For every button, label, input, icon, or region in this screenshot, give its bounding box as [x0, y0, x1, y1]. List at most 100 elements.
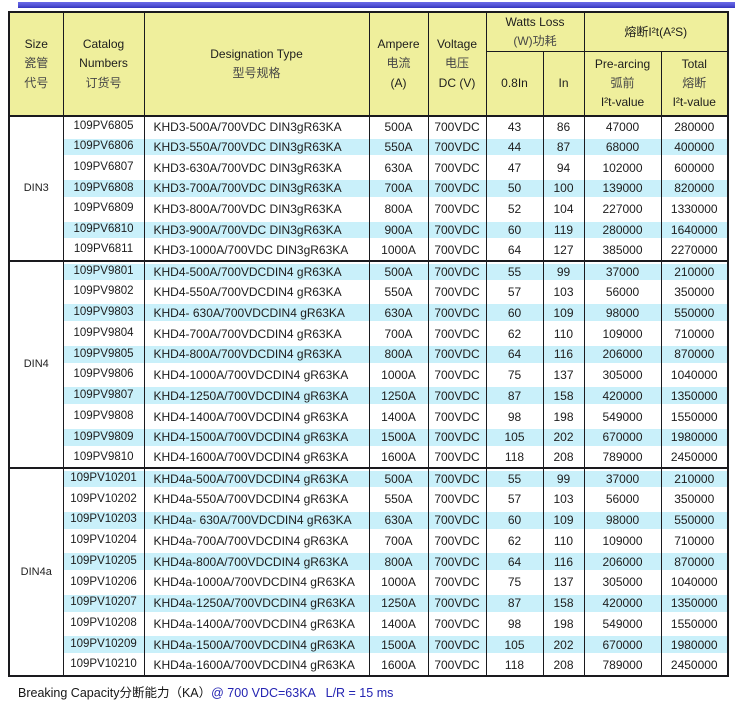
table-row: 109PV10209 KHD4a-1500A/700VDCDIN4 gR63KA 1…	[9, 634, 729, 655]
ampere-cell: 800A	[368, 198, 429, 220]
designation-cell: KHD4- 630A/700VDCDIN4 gR63KA	[143, 302, 370, 324]
voltage-cell: 700VDC	[427, 343, 487, 365]
table-header: Size 瓷管 代号 Catalog Numbers 订货号 Designati…	[8, 12, 729, 116]
ampere-cell: 500A	[368, 467, 429, 490]
voltage-cell: 700VDC	[427, 426, 487, 448]
watts-in-cell: 104	[542, 198, 585, 220]
voltage-cell: 700VDC	[427, 178, 487, 199]
prearcing-cell: 227000	[583, 198, 662, 220]
table-row: 109PV9805 KHD4-800A/700VDCDIN4 gR63KA 800A…	[9, 343, 729, 365]
catalog-cell: 109PV10202	[62, 489, 145, 510]
watts-08in-cell: 118	[485, 654, 544, 676]
total-i2t-cell: 600000	[660, 157, 729, 179]
prearcing-cell: 789000	[583, 447, 662, 469]
watts-in-cell: 202	[542, 634, 585, 655]
col-header-ampere-unit: (A)	[390, 75, 407, 90]
prearcing-cell: 385000	[583, 240, 662, 262]
voltage-cell: 700VDC	[427, 281, 487, 303]
total-i2t-cell: 710000	[660, 530, 729, 552]
voltage-cell: 700VDC	[427, 260, 487, 282]
col-header-voltage: Voltage 电压 DC (V)	[427, 12, 487, 116]
watts-in-cell: 99	[542, 467, 585, 490]
watts-in-cell: 94	[542, 157, 585, 179]
designation-cell: KHD3-630A/700VDC DIN3gR63KA	[143, 157, 370, 179]
prearcing-cell: 305000	[583, 364, 662, 386]
table-row: 109PV9808 KHD4-1400A/700VDCDIN4 gR63KA 140…	[9, 406, 729, 427]
size-group-label: DIN4	[8, 260, 64, 469]
watts-08in-cell: 105	[485, 634, 544, 655]
ampere-cell: 800A	[368, 551, 429, 573]
header-row-subcolumns: 0.8In In Pre-arcing 弧前 I²t-value Total 熔…	[9, 51, 729, 116]
catalog-cell: 109PV9810	[62, 447, 145, 469]
col-header-voltage-cn: 电压	[444, 56, 469, 71]
designation-cell: KHD4a- 630A/700VDCDIN4 gR63KA	[143, 509, 370, 531]
designation-cell: KHD4-1250A/700VDCDIN4 gR63KA	[143, 385, 370, 407]
designation-cell: KHD3-550A/700VDC DIN3gR63KA	[143, 136, 370, 158]
prearcing-cell: 56000	[583, 489, 662, 510]
header-row-groups: Size 瓷管 代号 Catalog Numbers 订货号 Designati…	[8, 12, 729, 116]
designation-cell: KHD3-800A/700VDC DIN3gR63KA	[143, 198, 370, 220]
designation-cell: KHD4-700A/700VDCDIN4 gR63KA	[143, 323, 370, 344]
total-i2t-cell: 2270000	[660, 240, 729, 262]
watts-in-cell: 100	[542, 178, 585, 199]
col-header-total-unit: I²t-value	[672, 95, 716, 110]
ampere-cell: 1600A	[368, 654, 429, 676]
total-i2t-cell: 1040000	[660, 364, 729, 386]
watts-08in-cell: 64	[485, 343, 544, 365]
col-header-0-8in-label: 0.8In	[501, 76, 528, 91]
watts-in-cell: 137	[542, 572, 585, 593]
prearcing-cell: 98000	[583, 509, 662, 531]
col-header-watts-loss-group: Watts Loss (W)功耗	[485, 12, 585, 53]
watts-in-cell: 158	[542, 592, 585, 614]
catalog-cell: 109PV10208	[62, 613, 145, 635]
watts-08in-cell: 75	[485, 364, 544, 386]
col-header-ampere: Ampere 电流 (A)	[368, 12, 429, 116]
watts-08in-cell: 47	[485, 157, 544, 179]
size-group-label: DIN4a	[8, 467, 64, 676]
catalog-cell: 109PV10209	[62, 634, 145, 655]
table-row: 109PV10208 KHD4a-1400A/700VDCDIN4 gR63KA 1…	[9, 613, 729, 635]
watts-in-cell: 116	[542, 551, 585, 573]
designation-cell: KHD4-500A/700VDCDIN4 gR63KA	[143, 260, 370, 282]
voltage-cell: 700VDC	[427, 447, 487, 469]
voltage-cell: 700VDC	[427, 634, 487, 655]
catalog-cell: 109PV6809	[62, 198, 145, 220]
prearcing-cell: 98000	[583, 302, 662, 324]
col-header-prearcing-en: Pre-arcing	[594, 56, 651, 71]
watts-08in-cell: 62	[485, 323, 544, 344]
watts-08in-cell: 105	[485, 426, 544, 448]
prearcing-cell: 139000	[583, 178, 662, 199]
voltage-cell: 700VDC	[427, 198, 487, 220]
col-header-designation-cn: 型号规格	[232, 65, 281, 80]
prearcing-cell: 56000	[583, 281, 662, 303]
total-i2t-cell: 350000	[660, 281, 729, 303]
table-row: DIN4a 109PV10201 KHD4a-500A/700VDCDIN4 gR6…	[8, 467, 729, 676]
total-i2t-cell: 820000	[660, 178, 729, 199]
prearcing-cell: 206000	[583, 343, 662, 365]
table-row: 109PV10202 KHD4a-550A/700VDCDIN4 gR63KA 55…	[9, 489, 729, 510]
table-row: 109PV9803 KHD4- 630A/700VDCDIN4 gR63KA 630…	[9, 302, 729, 324]
voltage-cell: 700VDC	[427, 115, 487, 137]
table-row: 109PV6811 KHD3-1000A/700VDC DIN3gR63KA 100…	[9, 240, 729, 262]
watts-in-cell: 103	[542, 281, 585, 303]
total-i2t-cell: 400000	[660, 136, 729, 158]
voltage-cell: 700VDC	[427, 489, 487, 510]
total-i2t-cell: 1980000	[660, 634, 729, 655]
watts-in-cell: 198	[542, 406, 585, 427]
catalog-cell: 109PV10205	[62, 551, 145, 573]
catalog-cell: 109PV6806	[62, 136, 145, 158]
size-group-label: DIN3	[8, 115, 64, 262]
col-header-i2t-label: 熔断I²t(A²S)	[624, 24, 688, 39]
col-header-catalog: Catalog Numbers 订货号	[62, 12, 145, 116]
total-i2t-cell: 2450000	[660, 654, 729, 676]
watts-in-cell: 110	[542, 323, 585, 344]
watts-08in-cell: 60	[485, 302, 544, 324]
watts-08in-cell: 64	[485, 551, 544, 573]
designation-cell: KHD3-500A/700VDC DIN3gR63KA	[143, 115, 370, 137]
catalog-cell: 109PV10210	[62, 654, 145, 676]
voltage-cell: 700VDC	[427, 467, 487, 490]
col-header-0-8in: 0.8In	[485, 51, 544, 116]
watts-in-cell: 103	[542, 489, 585, 510]
designation-cell: KHD4-1400A/700VDCDIN4 gR63KA	[143, 406, 370, 427]
table-body: DIN3 109PV6805 KHD3-500A/700VDC DIN3gR63KA…	[8, 115, 729, 676]
